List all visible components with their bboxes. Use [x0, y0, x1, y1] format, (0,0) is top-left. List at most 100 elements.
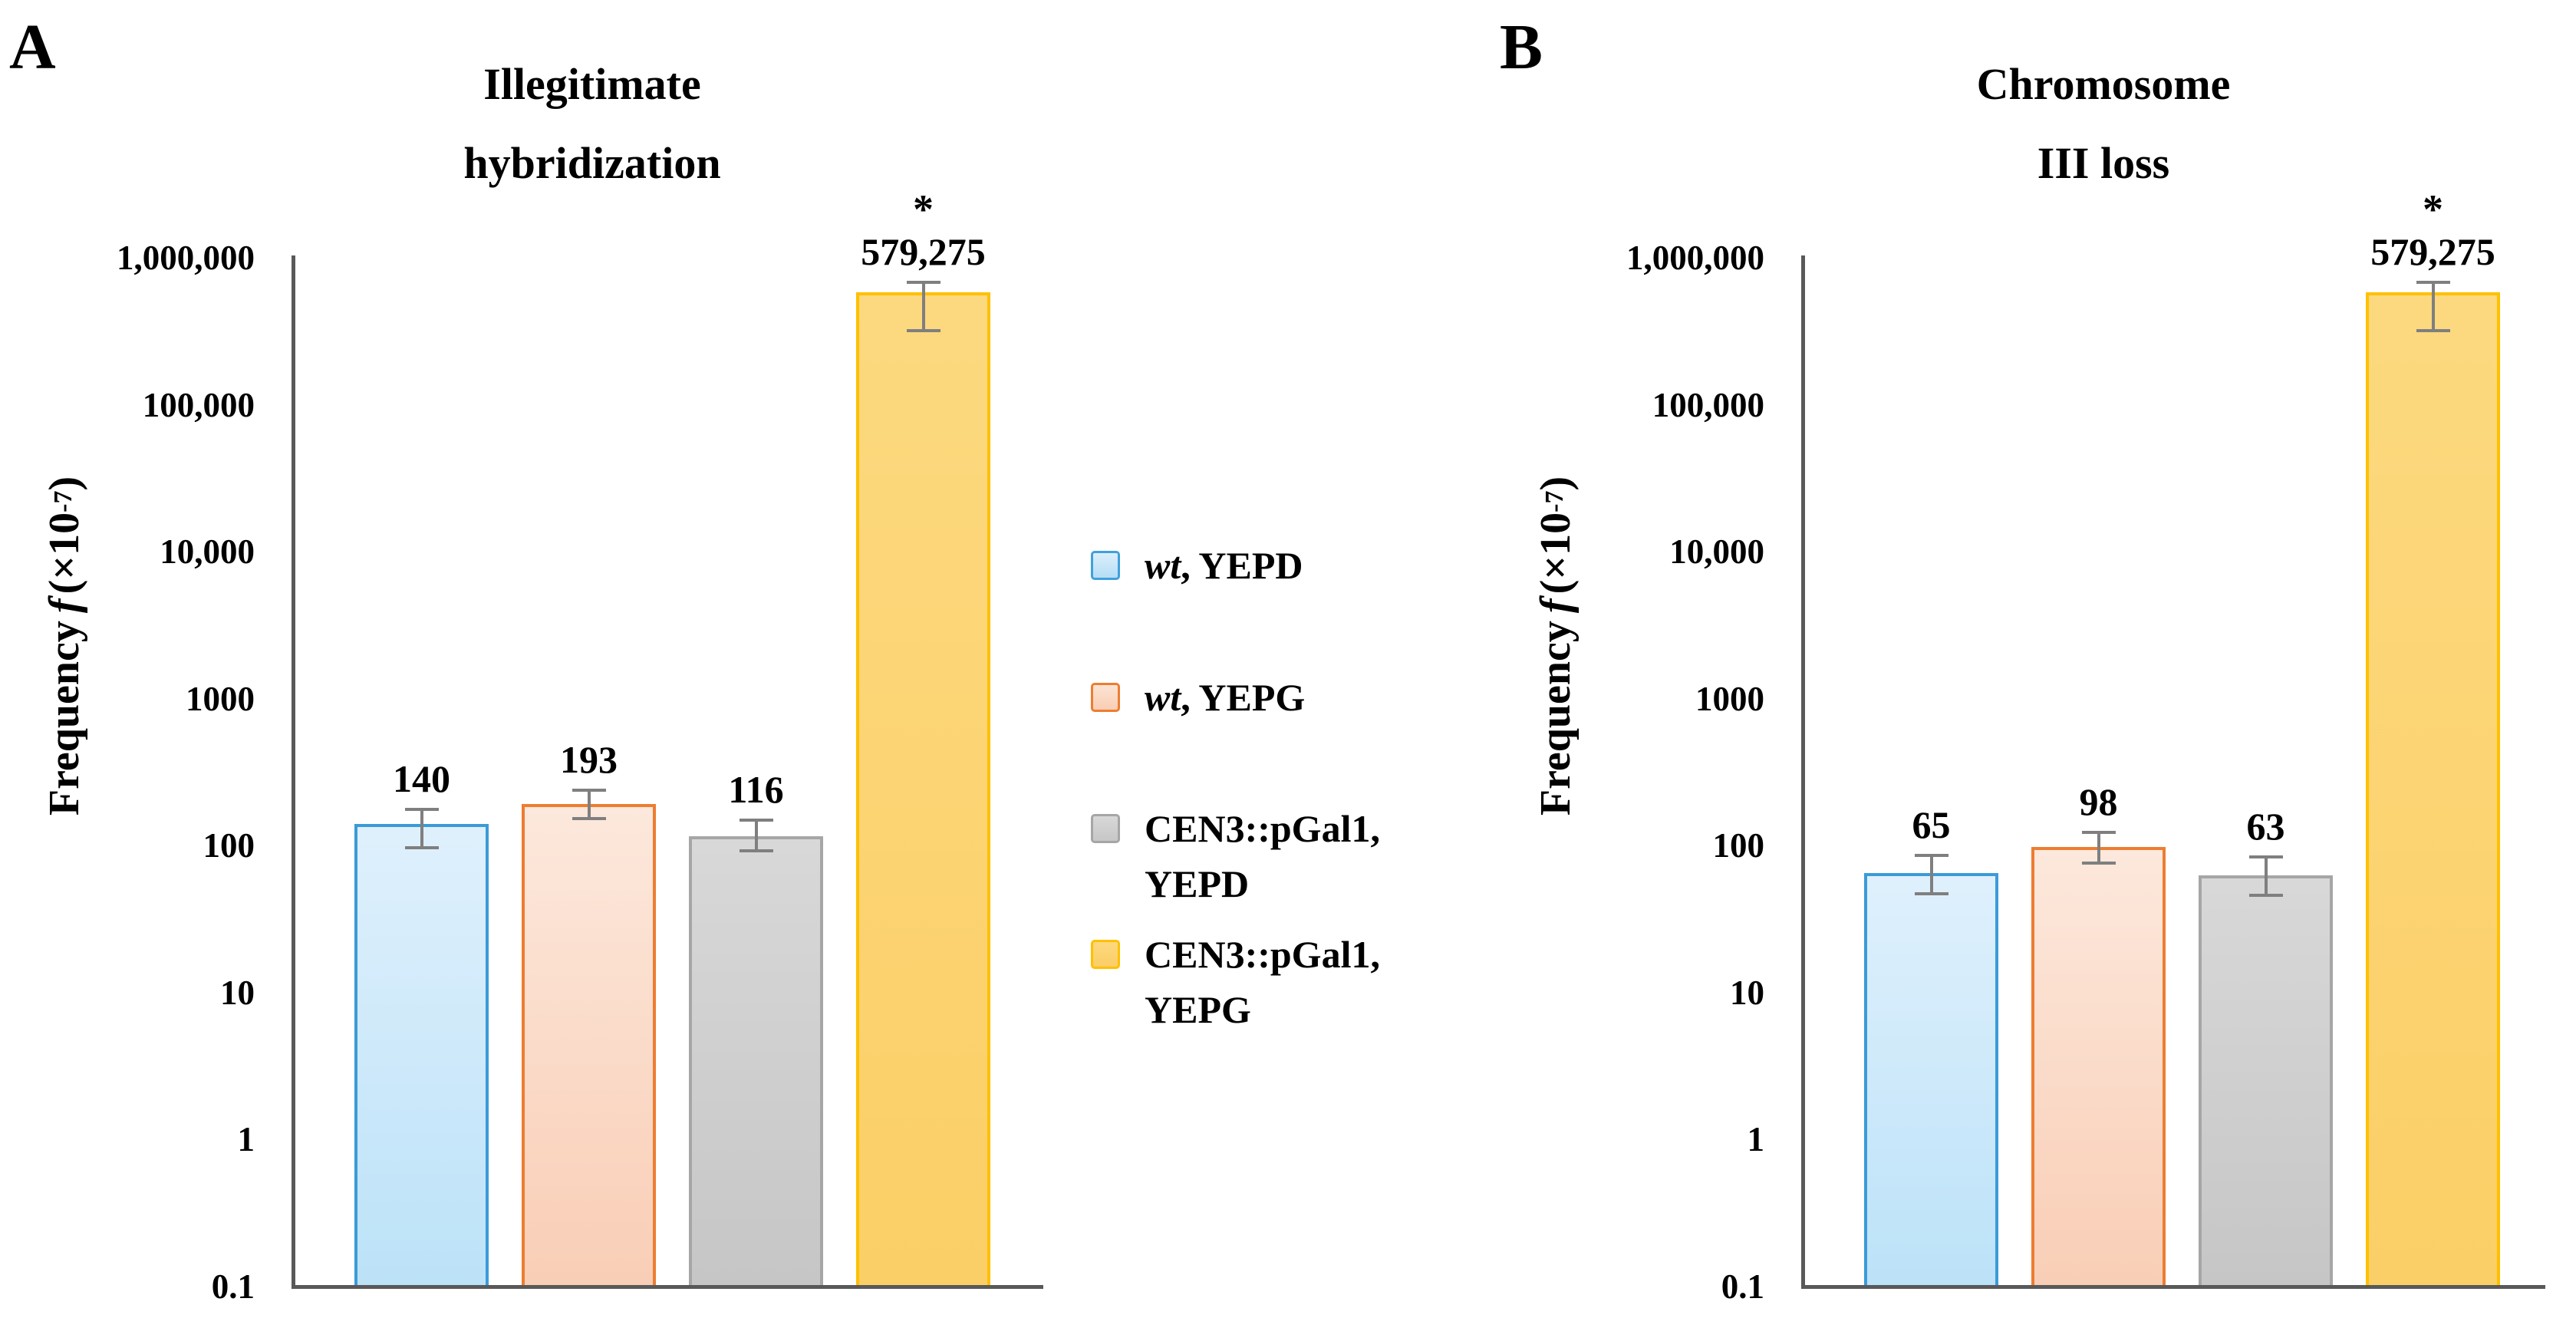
error-bar-stem — [587, 788, 591, 820]
legend-label-text: CEN3::pGal1, — [1145, 807, 1380, 850]
error-bar-cap-top — [1914, 853, 1948, 857]
y-label-close: ) — [1532, 476, 1580, 491]
bar-wt-yepd — [1864, 873, 1998, 1288]
error-bar-cap-bottom — [572, 816, 606, 820]
panel-a-y-axis-label: Frequencyf(×10-7) — [40, 476, 89, 816]
bar-wt-yepd — [354, 824, 489, 1288]
error-bar-cap-top — [2416, 280, 2450, 284]
error-bar-stem — [2431, 280, 2435, 333]
panel-a-title-line2: hybridization — [463, 138, 721, 188]
y-axis-line-a — [292, 255, 295, 1289]
error-bar-cap-top — [739, 819, 773, 822]
legend-swatch-wt-yepd — [1091, 551, 1120, 580]
y-label-exponent: -7 — [1540, 490, 1569, 512]
legend-label-text: , YEPG — [1181, 676, 1306, 719]
error-bar — [1914, 853, 1948, 895]
y-tick-label: 100,000 — [1652, 385, 1764, 424]
error-bar-stem — [2264, 855, 2268, 897]
panel-b-letter: B — [1500, 12, 1543, 83]
y-tick-label: 100 — [203, 826, 255, 865]
error-bar-cap-top — [2248, 855, 2283, 858]
y-label-exponent: -7 — [49, 490, 77, 512]
y-tick-label: 1,000,000 — [1626, 239, 1764, 277]
error-bar — [906, 280, 940, 333]
y-tick-label: 1,000,000 — [117, 239, 255, 277]
significance-star: * — [913, 186, 934, 232]
legend-label: CEN3::pGal1, YEPD — [1145, 801, 1380, 911]
bar-cen3-pgal1-yepg — [856, 292, 990, 1288]
legend-swatch-cen3-yepd — [1091, 814, 1120, 843]
legend-label-italic: wt — [1145, 676, 1181, 719]
error-bar-cap-top — [572, 788, 606, 792]
y-tick-label: 10 — [1730, 973, 1764, 1012]
legend-label-line2: YEPD — [1145, 862, 1250, 905]
bar-value-label: 116 — [728, 768, 784, 812]
error-bar — [572, 788, 606, 820]
error-bar-cap-bottom — [1914, 891, 1948, 895]
legend-label-text: CEN3::pGal1, — [1145, 933, 1380, 976]
bar-wt-yepg — [2031, 846, 2166, 1288]
error-bar — [2416, 280, 2450, 333]
error-bar-stem — [754, 819, 758, 853]
error-bar-stem — [2097, 831, 2100, 865]
y-tick-label: 1000 — [186, 679, 255, 718]
legend-label: wt, YEPD — [1145, 538, 1303, 593]
bar-cen3-pgal1-yepd — [2199, 875, 2333, 1288]
legend-swatch-wt-yepg — [1091, 683, 1120, 712]
panel-a-title-line1: Illegitimate — [483, 59, 701, 109]
bar-value-label: 140 — [393, 757, 450, 801]
y-tick-label: 10 — [220, 973, 255, 1012]
legend-label: CEN3::pGal1, YEPG — [1145, 927, 1380, 1037]
y-label-f: f — [1532, 598, 1580, 614]
y-label-f: f — [41, 598, 88, 614]
y-tick-label: 0.1 — [211, 1267, 255, 1306]
y-tick-label: 100,000 — [142, 385, 255, 424]
error-bar — [2081, 831, 2116, 865]
bar-cen3-pgal1-yepd — [689, 835, 823, 1288]
legend-label-italic: wt — [1145, 544, 1181, 587]
panel-a-title: Illegitimate hybridization — [463, 44, 720, 203]
x-axis-line-a — [292, 1285, 1043, 1289]
bar-value-label: 579,275 — [2370, 229, 2495, 273]
error-bar-cap-top — [404, 808, 439, 812]
panel-a-letter: A — [9, 12, 56, 83]
legend-label: wt, YEPG — [1145, 670, 1305, 725]
error-bar-stem — [921, 280, 925, 333]
error-bar-cap-top — [906, 280, 940, 284]
y-tick-label: 1 — [237, 1120, 255, 1159]
panel-b-y-axis-label: Frequencyf(×10-7) — [1531, 476, 1580, 816]
error-bar — [404, 808, 439, 849]
y-tick-label: 1 — [1747, 1120, 1765, 1159]
bar-value-label: 63 — [2246, 804, 2285, 848]
bar-value-label: 579,275 — [861, 229, 986, 273]
bar-wt-yepg — [522, 803, 656, 1288]
error-bar-stem — [1929, 853, 1933, 895]
significance-star: * — [2423, 186, 2443, 232]
panel-b-title-line1: Chromosome — [1976, 59, 2231, 109]
error-bar-cap-top — [2081, 831, 2116, 835]
y-tick-label: 10,000 — [160, 532, 255, 572]
bar-value-label: 65 — [1912, 802, 1951, 846]
y-label-close: ) — [41, 476, 88, 491]
x-axis-line-b — [1801, 1285, 2545, 1289]
error-bar-cap-bottom — [2416, 329, 2450, 333]
legend-label-text: , YEPD — [1181, 544, 1303, 587]
error-bar-cap-bottom — [906, 329, 940, 333]
bar-value-label: 98 — [2079, 780, 2118, 824]
error-bar-cap-bottom — [739, 849, 773, 853]
y-tick-label: 10,000 — [1669, 532, 1764, 572]
panel-b-title: Chromosome III loss — [1977, 44, 2231, 203]
error-bar-cap-bottom — [2081, 862, 2116, 865]
y-axis-line-b — [1801, 255, 1805, 1289]
error-bar-stem — [420, 808, 423, 849]
error-bar-cap-bottom — [2248, 893, 2283, 897]
y-tick-label: 1000 — [1695, 679, 1764, 718]
y-tick-label: 100 — [1712, 826, 1765, 865]
bar-value-label: 193 — [560, 737, 618, 781]
error-bar-cap-bottom — [404, 845, 439, 849]
legend-swatch-cen3-yepg — [1091, 940, 1120, 969]
bar-cen3-pgal1-yepg — [2366, 292, 2500, 1288]
legend-label-line2: YEPG — [1145, 988, 1251, 1031]
panel-b-title-line2: III loss — [2037, 138, 2170, 188]
